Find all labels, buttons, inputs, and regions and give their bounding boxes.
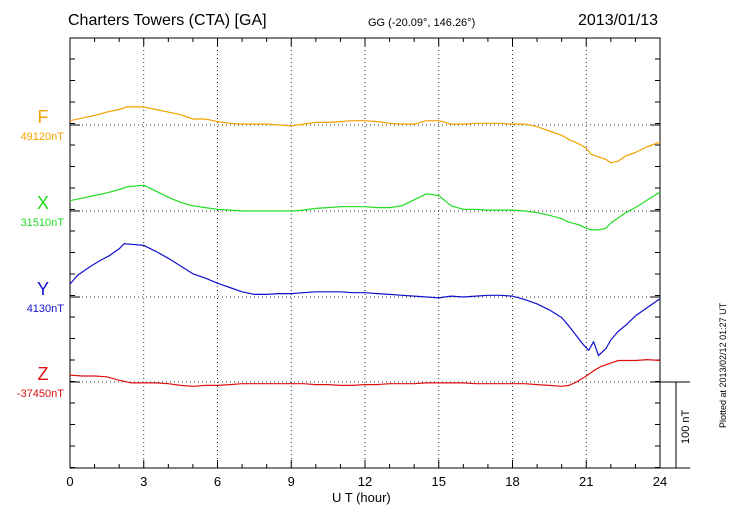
x-tick-label: 24 <box>653 474 667 489</box>
series-line-y <box>69 243 661 357</box>
x-tick-label: 0 <box>66 474 73 489</box>
component-label-f: F <box>37 107 49 127</box>
baseline-label-x: 31510nT <box>20 217 64 229</box>
station-coordinates: GG (-20.09°, 146.26°) <box>368 17 476 29</box>
series-line-z <box>69 359 661 387</box>
scale-bar-label: 100 nT <box>680 409 692 444</box>
chart-date: 2013/01/13 <box>578 12 659 29</box>
x-tick-label: 21 <box>579 474 593 489</box>
component-label-z: Z <box>37 364 49 384</box>
x-tick-label: 6 <box>214 474 221 489</box>
chart-title: Charters Towers (CTA) [GA] <box>68 12 267 29</box>
x-axis-label: U T (hour) <box>332 490 391 505</box>
component-label-y: Y <box>36 279 49 299</box>
x-tick-label: 18 <box>505 474 519 489</box>
series-line-f <box>69 106 661 164</box>
x-tick-label: 3 <box>140 474 147 489</box>
component-label-x: X <box>36 193 49 213</box>
baseline-label-f: 49120nT <box>20 131 64 143</box>
series-line-x <box>69 184 661 231</box>
x-tick-label: 12 <box>358 474 372 489</box>
x-tick-label: 9 <box>288 474 295 489</box>
baseline-label-z: -37450nT <box>16 388 64 400</box>
baseline-label-y: 4130nT <box>26 303 64 315</box>
plotted-timestamp: Plotted at 2013/02/12 01:27 UT <box>718 302 728 428</box>
x-tick-label: 15 <box>432 474 446 489</box>
